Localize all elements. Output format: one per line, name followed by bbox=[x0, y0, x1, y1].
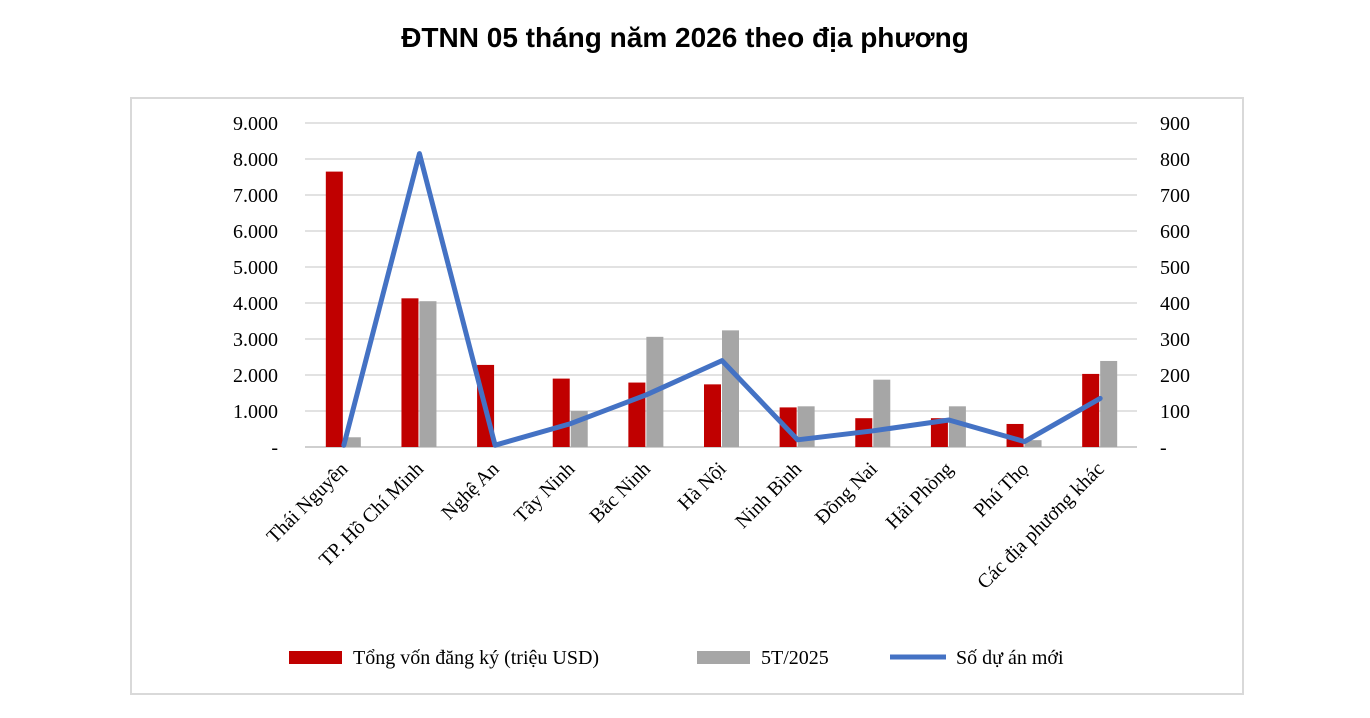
bars bbox=[325, 171, 1118, 447]
left-tick-label: 8.000 bbox=[233, 149, 278, 171]
left-tick-label: 4.000 bbox=[233, 293, 278, 315]
legend: Tổng vốn đăng ký (triệu USD) 5T/2025 Số dự… bbox=[289, 647, 1064, 669]
bar-total bbox=[628, 382, 646, 447]
bar-prev bbox=[948, 406, 966, 447]
category-label: Phú Thọ bbox=[969, 458, 1033, 522]
bar-total bbox=[552, 378, 570, 447]
right-tick-label: 300 bbox=[1160, 329, 1190, 351]
right-tick-label: 500 bbox=[1160, 257, 1190, 279]
category-label: Tây Ninh bbox=[510, 458, 579, 527]
left-tick-label: 6.000 bbox=[233, 221, 278, 243]
left-tick-label: 5.000 bbox=[233, 257, 278, 279]
right-axis-ticks: - 100 200 300 400 500 600 700 800 900 bbox=[1160, 113, 1190, 459]
bar-prev bbox=[419, 301, 437, 447]
right-tick-label: 400 bbox=[1160, 293, 1190, 315]
left-axis-ticks: - 1.000 2.000 3.000 4.000 5.000 6.000 7.000 8.00… bbox=[233, 113, 278, 459]
legend-swatch bbox=[697, 651, 750, 664]
category-label: Bắc Ninh bbox=[586, 458, 655, 527]
bar-total bbox=[1082, 373, 1100, 447]
category-label: Hà Nội bbox=[674, 458, 731, 515]
legend-swatch bbox=[289, 651, 342, 664]
line-series bbox=[341, 151, 1103, 448]
right-tick-label: - bbox=[1160, 437, 1167, 459]
bar-total bbox=[325, 171, 343, 447]
left-tick-label: - bbox=[271, 437, 278, 459]
legend-label: 5T/2025 bbox=[761, 647, 829, 669]
legend-label: Tổng vốn đăng ký (triệu USD) bbox=[353, 647, 599, 669]
right-tick-label: 600 bbox=[1160, 221, 1190, 243]
bar-prev bbox=[1024, 440, 1042, 447]
right-tick-label: 700 bbox=[1160, 185, 1190, 207]
bar-prev bbox=[1100, 360, 1118, 447]
category-label: Các địa phương khác bbox=[973, 458, 1109, 594]
gridlines bbox=[305, 122, 1137, 448]
left-tick-label: 9.000 bbox=[233, 113, 278, 135]
bar-prev bbox=[722, 330, 739, 447]
chart-frame bbox=[130, 97, 1244, 695]
bar-total bbox=[401, 298, 419, 447]
bar-total bbox=[704, 384, 721, 447]
category-label: Đồng Nai bbox=[811, 458, 882, 529]
left-tick-label: 1.000 bbox=[233, 401, 278, 423]
left-tick-label: 3.000 bbox=[233, 329, 278, 351]
legend-label: Số dự án mới bbox=[956, 647, 1064, 669]
chart-title: ĐTNN 05 tháng năm 2026 theo địa phương bbox=[401, 22, 969, 53]
left-tick-label: 7.000 bbox=[233, 185, 278, 207]
category-label: Nghệ An bbox=[437, 458, 503, 524]
bar-total bbox=[930, 418, 948, 447]
left-tick-label: 2.000 bbox=[233, 365, 278, 387]
right-tick-label: 800 bbox=[1160, 149, 1190, 171]
right-tick-label: 200 bbox=[1160, 365, 1190, 387]
right-tick-label: 900 bbox=[1160, 113, 1190, 135]
right-tick-label: 100 bbox=[1160, 401, 1190, 423]
category-label: Ninh Bình bbox=[731, 458, 806, 533]
bar-prev bbox=[343, 437, 361, 447]
category-label: Hải Phòng bbox=[882, 458, 958, 534]
bar-prev bbox=[873, 379, 891, 447]
